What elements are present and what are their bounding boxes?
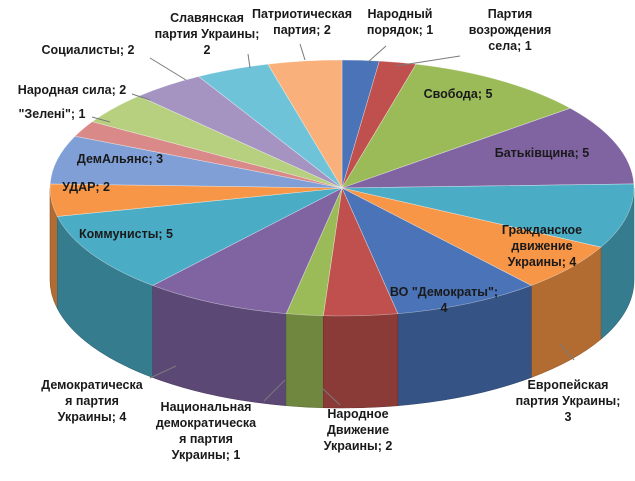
leader-line-зелені [91,116,111,123]
pie-sides [49,187,635,409]
data-label-демальянс: ДемАльянс; 3 [77,152,163,166]
data-label-народный-порядок: Народный порядок; 1 [367,7,433,37]
leader-line-патриотическая-партия [299,43,306,61]
data-labels: Народный порядок; 1 Партия возрождения села;… [18,7,621,462]
data-label-партия-возрождения-села: Партия возрождения села; 1 [469,7,552,53]
data-label-коммунисты: Коммунисты; 5 [79,227,173,241]
pie-slice-патриотическая-партия [267,59,343,190]
data-label-славянская-партия-украины: Славянская партия Украины; 2 [155,11,260,57]
data-label-социалисты: Социалисты; 2 [42,43,135,57]
leader-line-демократическая-партия-украины [149,365,177,379]
leader-line-социалисты [149,57,187,81]
data-label-национальная-демократическая-партия-украины: Национальная демократическа я партия Украин… [156,400,257,462]
data-label-демократическая-партия-украины: Демократическа я партия Украины; 4 [41,378,143,424]
data-label-народная-сила: Народная сила; 2 [18,83,126,97]
leader-line-европейская-партия-украины [559,343,575,361]
leader-line-национальная-демократическая-партия-украины [263,379,286,402]
leader-line-народный-порядок [367,45,387,63]
data-label-свобода: Свобода; 5 [424,87,493,101]
pie-slice-во-демократы [341,187,533,314]
leader-line-партия-возрождения-села [395,55,461,67]
data-label-удар: УДАР; 2 [62,180,110,194]
pie-tops [49,59,635,317]
leader-line-народная-сила [131,93,151,101]
data-label-батьківщина: Батьківщина; 5 [495,146,590,160]
leader-lines [91,43,575,406]
pie-slice-гражданское-движение-украины [341,183,635,248]
data-label-патриотическая-партия: Патриотическая партия; 2 [252,7,352,37]
pie-slice-side-народное-движение-украины [322,313,399,409]
data-label-европейская-партия-украины: Европейская партия Украины; 3 [516,378,621,424]
data-label-во-демократы: ВО "Демократы"; 4 [390,285,498,315]
leader-line-народное-движение-украины [321,387,341,406]
leader-line-славянская-партия-украины [247,53,251,69]
pie-slice-коммунисты [56,187,343,286]
pie-slice-свобода [341,63,572,189]
pie-slice-батьківщина [341,107,635,189]
pie-slice-side-национальная-демократическая-партия-украины [285,313,324,409]
data-label-гражданское-движение-украины: Гражданское движение Украины; 4 [502,223,582,269]
pie-slice-демократическая-партия-украины [151,187,343,314]
data-label-народное-движение-украины: Народное Движение Украины; 2 [324,407,393,453]
data-label-зелені: "Зелені"; 1 [19,107,86,121]
